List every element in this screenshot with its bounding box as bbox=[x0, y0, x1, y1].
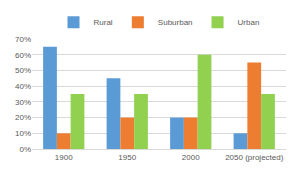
svg-text:Rural: Rural bbox=[94, 18, 113, 27]
svg-text:30%: 30% bbox=[15, 98, 31, 107]
svg-text:2000: 2000 bbox=[182, 153, 200, 162]
svg-text:2050 (projected): 2050 (projected) bbox=[225, 153, 284, 162]
svg-text:0%: 0% bbox=[19, 145, 31, 154]
svg-text:1950: 1950 bbox=[118, 153, 136, 162]
svg-text:60%: 60% bbox=[15, 51, 31, 60]
svg-text:40%: 40% bbox=[15, 82, 31, 91]
svg-text:1900: 1900 bbox=[55, 153, 73, 162]
svg-text:70%: 70% bbox=[15, 35, 31, 44]
svg-text:10%: 10% bbox=[15, 129, 31, 138]
svg-text:Urban: Urban bbox=[238, 18, 260, 27]
svg-text:50%: 50% bbox=[15, 66, 31, 75]
svg-text:Suburban: Suburban bbox=[158, 18, 193, 27]
svg-text:20%: 20% bbox=[15, 113, 31, 122]
